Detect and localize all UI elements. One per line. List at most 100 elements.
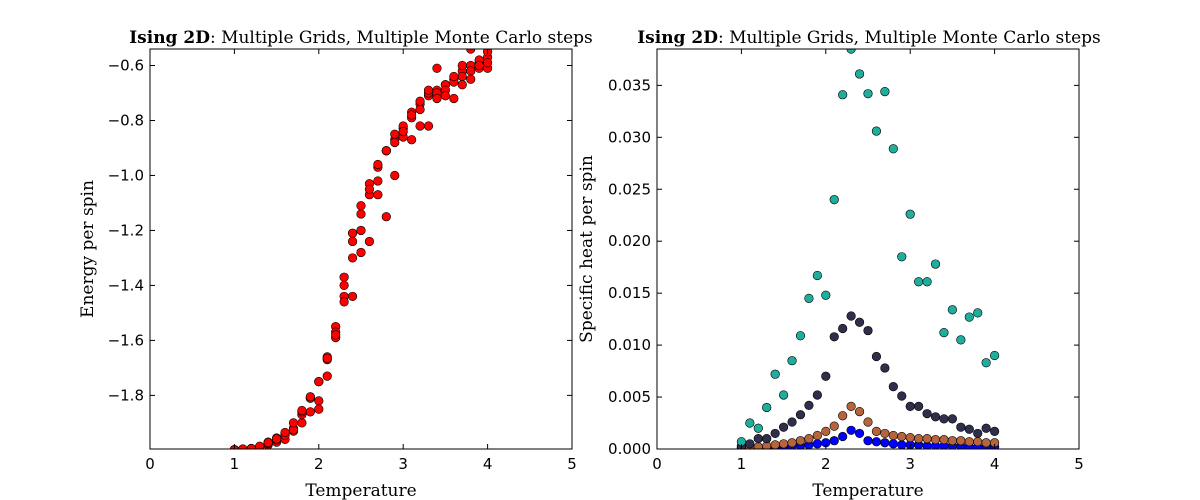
specific-heat-data-point bbox=[989, 350, 1000, 361]
specific-heat-data-point bbox=[930, 435, 941, 445]
specific-heat-data-point bbox=[745, 418, 755, 428]
specific-heat-data-point bbox=[964, 424, 974, 434]
energy-data-point bbox=[381, 212, 391, 222]
energy-data-point bbox=[364, 236, 375, 247]
specific-heat-data-point bbox=[922, 434, 932, 444]
specific-heat-data-point bbox=[914, 401, 924, 412]
energy-data-point bbox=[305, 407, 315, 417]
specific-heat-data-point bbox=[871, 426, 882, 436]
energy-data-point bbox=[331, 330, 341, 340]
energy-data-point bbox=[280, 427, 290, 438]
specific-heat-data-point bbox=[880, 363, 890, 373]
energy-data-point bbox=[381, 146, 391, 156]
specific-heat-data-point bbox=[787, 438, 797, 448]
specific-heat-data-point bbox=[821, 371, 831, 381]
specific-heat-data-point bbox=[812, 439, 822, 449]
energy-data-point bbox=[356, 225, 366, 236]
energy-data-point bbox=[297, 418, 307, 428]
specific-heat-data-point bbox=[871, 437, 882, 447]
specific-heat-ticks: 0 1 2 3 4 5 0.000 0.005 0.010 0.015 0.020 0.025 0.03… bbox=[608, 49, 1084, 473]
specific-heat-panel: Ising 2D: Multiple Grids, Multiple Monte… bbox=[577, 28, 1101, 500]
energy-data-point bbox=[466, 74, 476, 84]
energy-data-point bbox=[314, 396, 324, 406]
specific-heat-data-point bbox=[778, 422, 789, 432]
energy-data-point bbox=[339, 297, 349, 307]
specific-heat-y-tick-label: 0.005 bbox=[608, 388, 651, 406]
specific-heat-y-tick-label: 0.020 bbox=[608, 232, 651, 250]
specific-heat-data-point bbox=[812, 390, 822, 400]
specific-heat-data-point bbox=[956, 335, 966, 345]
energy-data-point bbox=[407, 135, 417, 145]
energy-marks bbox=[229, 49, 493, 449]
specific-heat-data-point bbox=[854, 407, 865, 417]
energy-data-point bbox=[457, 60, 467, 71]
specific-heat-marks bbox=[736, 49, 1000, 449]
energy-y-tick-label: −1.6 bbox=[108, 331, 144, 349]
energy-data-point bbox=[255, 441, 265, 449]
energy-data-point bbox=[474, 60, 484, 71]
specific-heat-data-point bbox=[880, 438, 890, 448]
specific-heat-y-axis-label: Specific heat per spin bbox=[577, 155, 597, 343]
specific-heat-data-point bbox=[947, 414, 958, 424]
energy-data-point bbox=[314, 377, 324, 387]
energy-data-point bbox=[347, 236, 358, 247]
specific-heat-data-point bbox=[762, 434, 772, 444]
energy-ticks: 0 1 2 3 4 5 −1.8 −1.6 −1.4 −1.2 −1.0 −0.8 −0.6 bbox=[108, 49, 577, 473]
specific-heat-data-point bbox=[981, 358, 991, 368]
specific-heat-data-point bbox=[939, 328, 949, 338]
specific-heat-data-point bbox=[981, 423, 991, 433]
specific-heat-title-bold: Ising 2D bbox=[637, 28, 718, 48]
specific-heat-data-point bbox=[804, 400, 814, 410]
specific-heat-data-point bbox=[846, 425, 856, 435]
specific-heat-x-tick-label: 3 bbox=[905, 455, 915, 473]
energy-data-point bbox=[373, 190, 383, 200]
energy-data-point bbox=[466, 66, 476, 76]
energy-y-tick-label: −1.0 bbox=[108, 166, 144, 184]
specific-heat-plot-frame bbox=[656, 48, 1080, 450]
specific-heat-data-point bbox=[964, 312, 974, 322]
specific-heat-x-tick-label: 0 bbox=[652, 455, 662, 473]
specific-heat-data-point bbox=[778, 390, 789, 400]
specific-heat-data-point bbox=[770, 440, 780, 449]
specific-heat-x-tick-label: 2 bbox=[821, 455, 831, 473]
energy-data-point bbox=[373, 159, 383, 170]
energy-data-point bbox=[339, 272, 349, 282]
specific-heat-data-point bbox=[863, 436, 873, 446]
energy-y-tick-label: −1.4 bbox=[108, 276, 144, 294]
energy-x-tick-label: 0 bbox=[145, 455, 155, 473]
specific-heat-y-tick-label: 0.030 bbox=[608, 128, 651, 146]
specific-heat-data-point bbox=[888, 439, 898, 449]
specific-heat-data-point bbox=[939, 435, 949, 445]
specific-heat-data-point bbox=[922, 277, 932, 287]
energy-data-point bbox=[449, 93, 459, 104]
specific-heat-data-point bbox=[753, 423, 763, 433]
energy-data-point bbox=[423, 121, 434, 131]
energy-data-point bbox=[356, 201, 366, 211]
specific-heat-data-point bbox=[838, 323, 848, 334]
specific-heat-data-point bbox=[973, 437, 983, 447]
specific-heat-data-point bbox=[930, 259, 941, 269]
specific-heat-data-point bbox=[770, 428, 780, 439]
specific-heat-data-point bbox=[795, 331, 806, 341]
specific-heat-data-point bbox=[812, 270, 822, 281]
specific-heat-data-point bbox=[930, 412, 941, 422]
specific-heat-y-tick-label: 0.025 bbox=[608, 180, 651, 198]
energy-x-tick-label: 5 bbox=[567, 455, 577, 473]
energy-data-point bbox=[407, 110, 417, 120]
specific-heat-data-point bbox=[795, 436, 806, 446]
specific-heat-data-point bbox=[753, 442, 763, 449]
specific-heat-data-point bbox=[863, 417, 873, 427]
energy-panel: Ising 2D: Multiple Grids, Multiple Monte… bbox=[78, 28, 593, 500]
specific-heat-data-point bbox=[914, 434, 924, 444]
energy-x-tick-label: 2 bbox=[314, 455, 324, 473]
specific-heat-x-tick-label: 1 bbox=[737, 455, 747, 473]
energy-x-tick-label: 4 bbox=[483, 455, 493, 473]
specific-heat-data-point bbox=[905, 401, 915, 412]
specific-heat-y-tick-label: 0.000 bbox=[608, 440, 651, 458]
specific-heat-x-tick-label: 4 bbox=[990, 455, 1000, 473]
specific-heat-data-point bbox=[888, 430, 898, 441]
energy-y-axis-label: Energy per spin bbox=[78, 180, 98, 318]
energy-data-point bbox=[373, 176, 383, 186]
specific-heat-data-point bbox=[973, 428, 983, 439]
specific-heat-data-point bbox=[829, 421, 839, 431]
